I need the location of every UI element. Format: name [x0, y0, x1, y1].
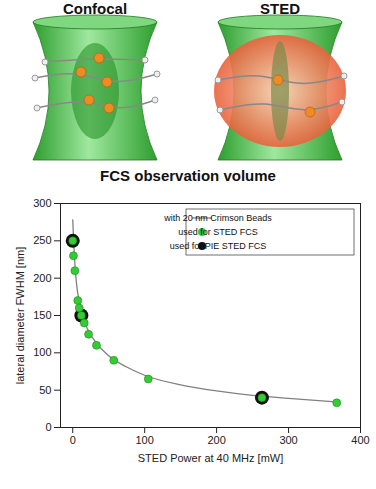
- svg-text:lateral diameter FWHM [nm]: lateral diameter FWHM [nm]: [14, 247, 26, 385]
- svg-text:STED: STED: [260, 0, 300, 17]
- svg-text:0: 0: [45, 421, 51, 433]
- svg-text:200: 200: [33, 272, 51, 284]
- svg-text:100: 100: [33, 346, 51, 358]
- svg-text:STED Power at 40 MHz [mW]: STED Power at 40 MHz [mW]: [138, 452, 283, 464]
- svg-text:used for STED FCS: used for STED FCS: [178, 227, 258, 237]
- svg-text:300: 300: [279, 434, 297, 446]
- svg-text:300: 300: [33, 197, 51, 209]
- svg-text:400: 400: [351, 434, 369, 446]
- svg-text:used for PIE STED FCS: used for PIE STED FCS: [170, 241, 267, 251]
- svg-text:150: 150: [33, 309, 51, 321]
- svg-text:0: 0: [70, 434, 76, 446]
- html-text:FCS observation volume: FCS observation volume: [100, 167, 276, 184]
- svg-text:50: 50: [39, 384, 51, 396]
- svg-text:100: 100: [135, 434, 153, 446]
- svg-text:Confocal: Confocal: [63, 0, 127, 17]
- svg-text:200: 200: [207, 434, 225, 446]
- svg-text:250: 250: [33, 234, 51, 246]
- svg-text:with 20 nm Crimson Beads: with 20 nm Crimson Beads: [163, 213, 272, 223]
